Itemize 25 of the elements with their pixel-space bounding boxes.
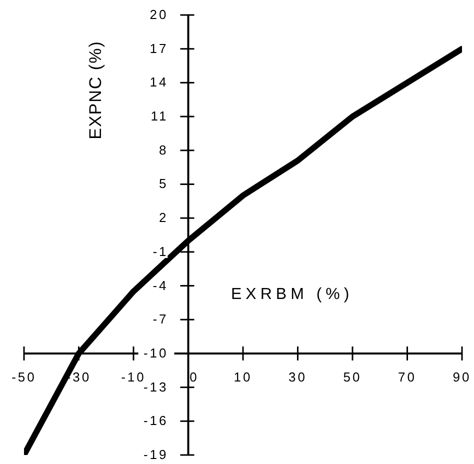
x-tick-label: 30 <box>288 369 307 384</box>
x-tick-label: 50 <box>343 369 362 384</box>
x-axis-title: EXRBM (%) <box>231 286 354 304</box>
y-tick-label: 20 <box>150 7 168 22</box>
x-tick-label: -10 <box>121 369 146 384</box>
x-tick-label: -50 <box>12 369 36 384</box>
y-tick-label: -10 <box>143 345 168 360</box>
y-tick-label: -4 <box>152 278 168 293</box>
y-tick-label: -19 <box>143 447 168 462</box>
x-tick-label: -30 <box>66 369 92 384</box>
y-tick-label: 14 <box>150 74 168 90</box>
y-tick-label: 8 <box>159 142 168 158</box>
x-tick-label: 90 <box>452 369 472 384</box>
x-tick-label: 70 <box>398 369 416 384</box>
y-axis-title: EXPNC (%) <box>86 40 106 140</box>
y-tick-label: -7 <box>152 312 168 327</box>
y-tick-label: 2 <box>159 210 168 226</box>
y-tick-label: 5 <box>159 176 168 192</box>
x-tick-label: 0 <box>190 369 199 384</box>
y-tick-label: 17 <box>150 40 168 56</box>
x-tick-label: 10 <box>234 369 252 384</box>
y-tick-label: -13 <box>143 379 168 394</box>
y-tick-label: -16 <box>143 413 168 428</box>
y-tick-label: -1 <box>152 244 168 259</box>
y-tick-label: 11 <box>150 108 168 124</box>
